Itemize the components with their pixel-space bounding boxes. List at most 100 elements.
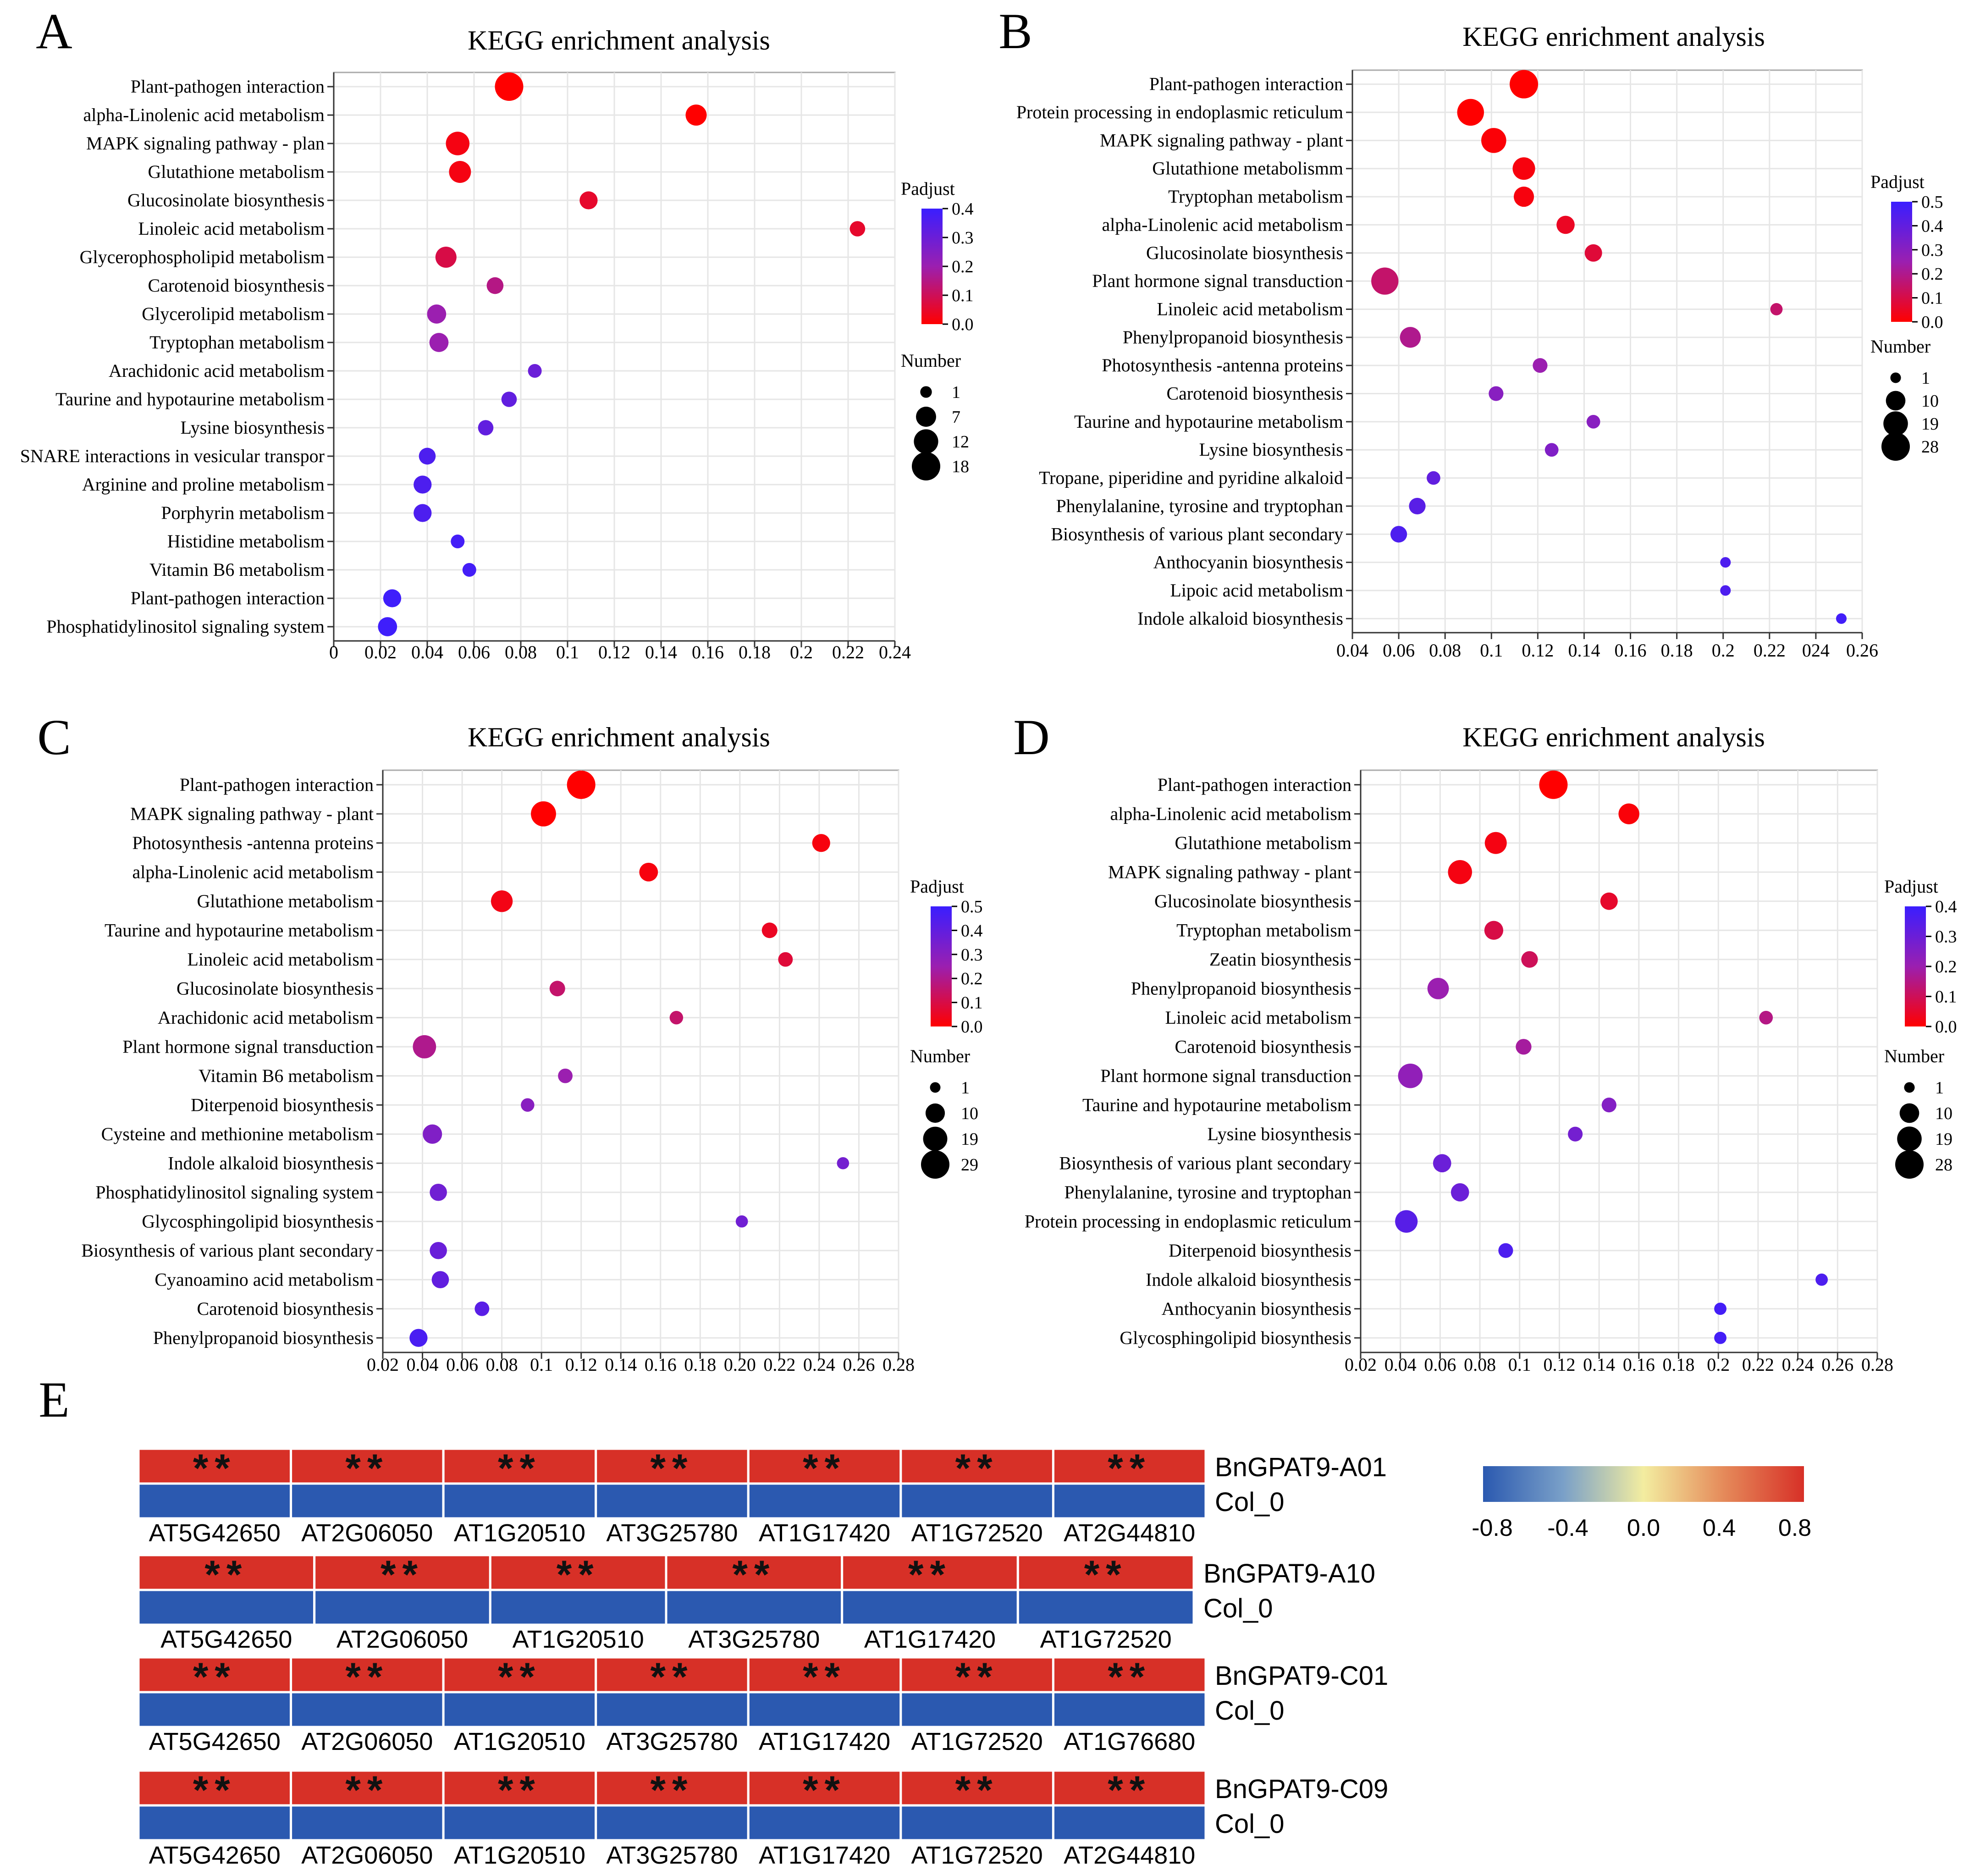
heatmap-column-label: AT1G76680 xyxy=(1064,1728,1195,1755)
pathway-label: Taurine and hypotaurine metabolism xyxy=(1082,1094,1351,1115)
heatmap-panel-E: E** ** ** ** ** ** ** BnGPAT9-A01Col_0AT5G42650… xyxy=(39,1372,1811,1869)
colorbar-tick-label: 0.3 xyxy=(1935,927,1957,947)
pathway-label: Diterpenoid biosynthesis xyxy=(191,1094,374,1115)
pathway-label: alpha-Linolenic acid metabolism xyxy=(83,105,325,125)
pathway-label: Taurine and hypotaurine metabolism xyxy=(55,389,325,409)
colorbar-tick-label: 0.4 xyxy=(1935,897,1957,916)
heatmap-cell xyxy=(1016,1589,1195,1626)
number-legend-label: 12 xyxy=(952,432,969,452)
heatmap-row-label: Col_0 xyxy=(1203,1594,1273,1623)
colorbar-tick-label: 0.3 xyxy=(1921,241,1943,260)
x-tick-label: 0.24 xyxy=(879,642,911,662)
heatmap-cell xyxy=(489,1554,667,1591)
heatmap-column-label: AT5G42650 xyxy=(149,1842,281,1869)
heatmap-cell xyxy=(1052,1769,1207,1807)
x-tick-label: 0.22 xyxy=(1754,640,1786,661)
data-point xyxy=(1433,1154,1451,1173)
heatmap-cell xyxy=(747,1804,902,1842)
pathway-label: Carotenoid biosynthesis xyxy=(1166,383,1343,404)
heatmap-cell xyxy=(747,1447,902,1485)
pathway-label: Phenylpropanoid biosynthesis xyxy=(153,1327,374,1348)
x-tick-label: 024 xyxy=(1802,640,1830,661)
heatmap-cell xyxy=(595,1691,750,1728)
panel-label: E xyxy=(39,1372,69,1428)
data-point xyxy=(501,392,517,407)
pathway-label: Glycosphingolipid biosynthesis xyxy=(1120,1327,1351,1348)
x-tick-label: 0.14 xyxy=(1583,1354,1615,1375)
pathway-label: Glutathione metabolism xyxy=(1175,833,1352,853)
pathway-label: Plant hormone signal transduction xyxy=(1092,270,1343,291)
x-tick-label: 0.18 xyxy=(739,642,771,662)
colorbar-tick-label: 0.8 xyxy=(1778,1515,1811,1541)
pathway-label: Carotenoid biosynthesis xyxy=(1175,1036,1351,1057)
heatmap-cell xyxy=(1052,1482,1207,1520)
padjust-colorbar xyxy=(1905,906,1926,1026)
number-legend-dot xyxy=(1904,1082,1915,1093)
x-tick-label: 0.1 xyxy=(556,642,579,662)
data-point xyxy=(1395,1210,1418,1233)
number-legend-label: 28 xyxy=(1921,437,1939,457)
heatmap-column-label: AT5G42650 xyxy=(149,1519,281,1547)
pathway-label: Cysteine and methionine metabolism xyxy=(101,1124,374,1144)
colorbar-tick-label: 0.0 xyxy=(961,1017,983,1037)
panel-label: C xyxy=(37,709,71,765)
padjust-colorbar xyxy=(931,906,952,1026)
data-point xyxy=(1533,358,1548,373)
panel-label: B xyxy=(998,3,1032,59)
number-legend-title: Number xyxy=(910,1046,970,1066)
number-legend-dot xyxy=(1883,411,1908,436)
number-legend-dot xyxy=(916,407,936,427)
heatmap-cell xyxy=(595,1804,750,1842)
data-point xyxy=(1521,951,1538,968)
colorbar-tick-label: 0.4 xyxy=(961,921,983,940)
x-tick-label: 0.06 xyxy=(458,642,490,662)
heatmap-cell xyxy=(137,1804,292,1842)
heatmap-row-label: Col_0 xyxy=(1215,1487,1285,1517)
data-point xyxy=(429,333,449,352)
pathway-label: Plant-pathogen interaction xyxy=(131,588,325,608)
plot-area xyxy=(382,769,899,1353)
pathway-label: Vitamin B6 metabolism xyxy=(199,1065,374,1086)
heatmap-cell xyxy=(747,1482,902,1520)
data-point xyxy=(1398,1063,1423,1088)
heatmap-column-label: AT1G72520 xyxy=(1040,1626,1172,1653)
pathway-label: Glycerolipid metabolism xyxy=(142,303,325,324)
data-point xyxy=(849,221,866,237)
pathway-label: Arginine and proline metabolism xyxy=(82,474,325,495)
colorbar-tick-label: 0.2 xyxy=(1935,957,1957,977)
pathway-label: Glucosinolate biosynthesis xyxy=(1146,243,1343,263)
colorbar-tick-label: 0.3 xyxy=(952,228,974,248)
data-point xyxy=(1457,99,1484,126)
x-tick-label: 0.08 xyxy=(1429,640,1461,661)
x-tick-label: 0.14 xyxy=(605,1354,637,1375)
pathway-label: MAPK signaling pathway - plant xyxy=(130,803,374,824)
data-point xyxy=(778,952,793,967)
number-legend-label: 19 xyxy=(1935,1130,1952,1149)
data-point xyxy=(528,364,542,378)
data-point xyxy=(558,1068,573,1083)
pathway-label: Glycerophospholipid metabolism xyxy=(80,247,325,267)
chart-title: KEGG enrichment analysis xyxy=(1462,22,1765,52)
heatmap-cell xyxy=(595,1769,750,1807)
x-tick-label: 0.18 xyxy=(1661,640,1693,661)
number-legend-title: Number xyxy=(901,350,961,371)
x-tick-label: 0.18 xyxy=(684,1354,716,1375)
data-point xyxy=(409,1329,428,1347)
pathway-label: Taurine and hypotaurine metabolism xyxy=(1074,411,1343,432)
pathway-label: Protein processing in endoplasmic reticu… xyxy=(1016,102,1343,122)
colorbar-tick-label: 0.4 xyxy=(1703,1515,1736,1541)
data-point xyxy=(549,981,565,997)
heatmap-column-label: AT2G44810 xyxy=(1064,1519,1195,1547)
heatmap-column-label: AT1G20510 xyxy=(454,1728,585,1755)
heatmap-column-label: AT2G06050 xyxy=(301,1519,433,1547)
number-legend-label: 1 xyxy=(952,383,960,402)
heatmap-row-label: BnGPAT9-C09 xyxy=(1215,1774,1388,1804)
data-point xyxy=(474,1301,490,1316)
data-point xyxy=(1390,526,1407,543)
x-tick-label: 0.22 xyxy=(832,642,864,662)
heatmap-column-label: AT1G20510 xyxy=(454,1842,585,1869)
x-tick-label: 0.1 xyxy=(1480,640,1503,661)
pathway-label: Plant-pathogen interaction xyxy=(1158,774,1351,795)
pathway-label: Tryptophan metabolism xyxy=(1176,920,1351,940)
number-legend-dot xyxy=(921,1150,949,1179)
